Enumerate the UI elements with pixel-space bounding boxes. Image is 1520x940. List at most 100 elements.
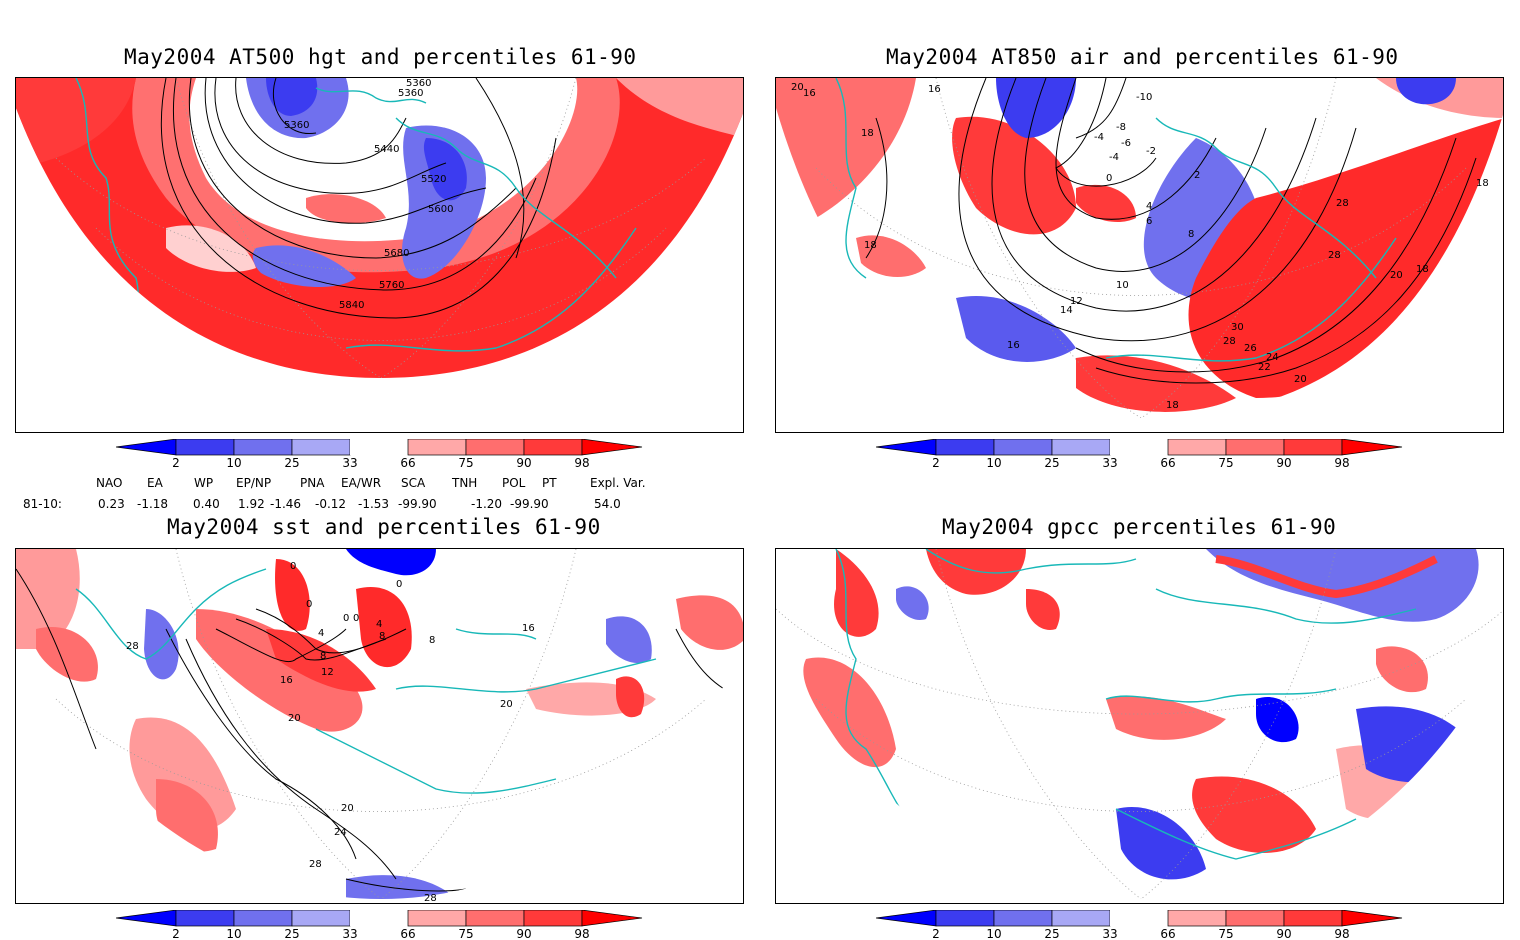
contour-label: 5520: [421, 174, 446, 185]
colorbar-tick: 25: [1044, 927, 1059, 940]
colorbar-tick: 98: [1334, 927, 1349, 940]
contour-label: 16: [522, 623, 535, 634]
colorbar-tick: 66: [400, 927, 415, 940]
contour-label: 20: [288, 713, 301, 724]
colorbar-tick: 33: [342, 927, 357, 940]
colorbar-tick: 25: [284, 456, 299, 469]
tele-header-ea: EA: [147, 476, 163, 490]
colorbar-tick: 90: [516, 456, 531, 469]
contour-label: 0: [353, 613, 359, 624]
tele-value-explvar: 54.0: [594, 497, 621, 511]
contour-label: 16: [928, 84, 941, 95]
contour-label: 16: [280, 675, 293, 686]
tele-value-wp: 0.40: [193, 497, 220, 511]
tele-value-sca: -1.53: [358, 497, 390, 511]
contour-label: 2: [1194, 170, 1200, 181]
tele-header-nao: NAO: [96, 476, 123, 490]
tele-header-wp: WP: [194, 476, 214, 490]
contour-label: 5360: [284, 120, 309, 131]
contour-label: 28: [1223, 336, 1236, 347]
contour-label: 28: [1336, 198, 1349, 209]
tele-value-epnp: 1.92: [238, 497, 265, 511]
contour-label: 4: [376, 619, 382, 630]
tele-value-pna: -1.46: [270, 497, 302, 511]
colorbar-tick: 90: [1276, 456, 1291, 469]
colorbar-tick: 2: [172, 456, 180, 469]
contour-label: 5680: [384, 248, 409, 259]
contour-label: 28: [424, 893, 437, 904]
map-panel-air850: 20 16 16 18 18 -10 -4 -8 -4 -6 -2 0 2 4 …: [775, 77, 1504, 433]
contour-label: 0: [306, 599, 312, 610]
tele-value-nao: 0.23: [98, 497, 125, 511]
contour-label: 0: [290, 561, 296, 572]
panel-title-gpcc: May2004 gpcc percentiles 61-90: [942, 515, 1337, 539]
colorbar-tick: 2: [932, 927, 940, 940]
tele-value-tnh: -99.90: [398, 497, 437, 511]
contour-label: 20: [500, 699, 513, 710]
colorbar-tick: 10: [226, 456, 241, 469]
contour-label: 12: [321, 667, 334, 678]
contour-label: 10: [1116, 280, 1129, 291]
colorbar-tick: 10: [986, 927, 1001, 940]
colorbar-tick: 90: [1276, 927, 1291, 940]
tele-value-pt: -99.90: [510, 497, 549, 511]
contour-label: -10: [1136, 92, 1152, 103]
contour-label: 28: [126, 641, 139, 652]
colorbar-tick: 98: [574, 456, 589, 469]
contour-label: 20: [341, 803, 354, 814]
tele-period: 81-10:: [23, 497, 62, 511]
tele-header-pol: POL: [502, 476, 526, 490]
contour-label: 4: [318, 628, 324, 639]
contour-label: 5360: [398, 88, 423, 99]
colorbar-tick: 98: [1334, 456, 1349, 469]
colorbar-tick: 33: [342, 456, 357, 469]
panel-title-air850: May2004 AT850 air and percentiles 61-90: [886, 45, 1399, 69]
colorbar-tick: 2: [172, 927, 180, 940]
map-panel-hgt500: 5360 5360 5360 5440 5520 5600 5680 5760 …: [15, 77, 744, 433]
contour-label: 28: [309, 859, 322, 870]
contour-label: 8: [1188, 229, 1194, 240]
contour-label: -6: [1121, 138, 1131, 149]
tele-value-ea: -1.18: [137, 497, 169, 511]
colorbar-tick: 25: [1044, 456, 1059, 469]
colorbar-tick: 98: [574, 927, 589, 940]
tele-header-sca: SCA: [401, 476, 426, 490]
contour-label: 20: [1390, 270, 1403, 281]
map-panel-gpcc: [775, 548, 1504, 904]
colorbar-tick: 66: [400, 456, 415, 469]
map-panel-sst: 0 0 0 0 0 4 4 8 8 12 16 16 20 20 20 24 2…: [15, 548, 744, 904]
contour-label: 28: [1328, 250, 1341, 261]
contour-label: 0: [343, 613, 349, 624]
contour-label: 4: [1146, 201, 1152, 212]
contour-label: 18: [861, 128, 874, 139]
colorbar-gpcc: 2 10 25 33 66 75 90 98: [876, 910, 1403, 940]
contour-label: 26: [1244, 343, 1257, 354]
contour-label: 0: [1106, 173, 1112, 184]
tele-header-epnp: EP/NP: [236, 476, 272, 490]
contour-label: 5440: [374, 144, 399, 155]
contour-label: 5360: [406, 78, 431, 89]
contour-label: -8: [1116, 122, 1126, 133]
colorbar-hgt500: 2 10 25 33 66 75 90 98: [116, 439, 643, 469]
tele-header-pt: PT: [542, 476, 557, 490]
contour-label: 8: [379, 631, 385, 642]
tele-value-eawr: -0.12: [315, 497, 347, 511]
colorbar-tick: 2: [932, 456, 940, 469]
contour-label: 6: [1146, 216, 1152, 227]
colorbar-tick: 75: [1218, 927, 1233, 940]
tele-value-pol: -1.20: [471, 497, 503, 511]
contour-label: 16: [1007, 340, 1020, 351]
tele-header-eawr: EA/WR: [341, 476, 382, 490]
colorbar-tick: 75: [458, 456, 473, 469]
colorbar-tick: 66: [1160, 456, 1175, 469]
tele-header-explvar: Expl. Var.: [590, 476, 646, 490]
panel-title-hgt500: May2004 AT500 hgt and percentiles 61-90: [124, 45, 637, 69]
contour-label: 18: [1166, 400, 1179, 411]
contour-label: 8: [429, 635, 435, 646]
contour-label: 12: [1070, 296, 1083, 307]
contour-label: -2: [1146, 146, 1156, 157]
contour-label: 24: [1266, 352, 1279, 363]
contour-label: 30: [1231, 322, 1244, 333]
contour-label: 0: [396, 579, 402, 590]
colorbar-tick: 33: [1102, 456, 1117, 469]
